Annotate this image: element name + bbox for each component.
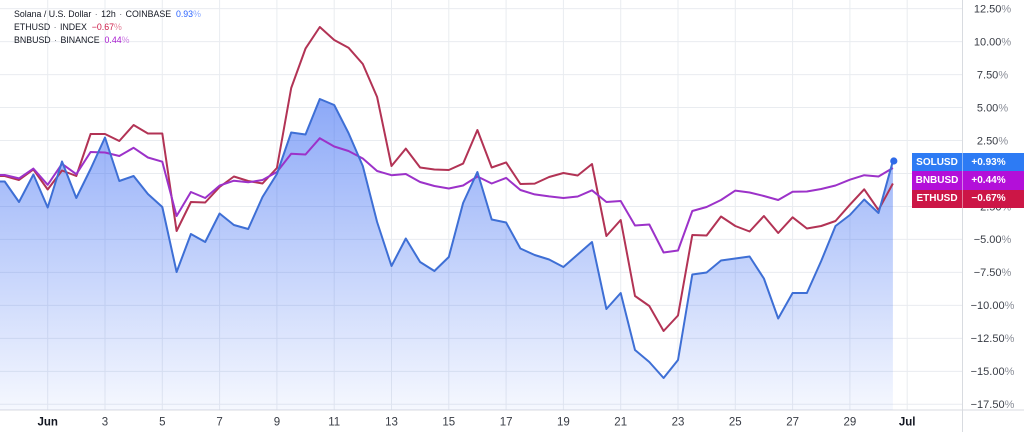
- svg-text:10.00%: 10.00%: [974, 36, 1012, 48]
- svg-text:−7.50%: −7.50%: [974, 267, 1012, 279]
- svg-text:5.00%: 5.00%: [977, 102, 1008, 114]
- svg-text:11: 11: [328, 417, 340, 429]
- svg-text:12.50%: 12.50%: [974, 3, 1012, 15]
- svg-text:25: 25: [729, 417, 742, 429]
- svg-text:3: 3: [102, 417, 108, 429]
- svg-text:−15.00%: −15.00%: [971, 366, 1015, 378]
- svg-text:17: 17: [500, 417, 513, 429]
- svg-text:29: 29: [844, 417, 857, 429]
- svg-text:−5.00%: −5.00%: [974, 234, 1012, 246]
- svg-text:7: 7: [216, 417, 222, 429]
- svg-text:13: 13: [385, 417, 398, 429]
- svg-text:15: 15: [442, 417, 455, 429]
- svg-text:21: 21: [614, 417, 627, 429]
- svg-text:−12.50%: −12.50%: [971, 333, 1015, 345]
- svg-text:5: 5: [159, 417, 165, 429]
- svg-text:7.50%: 7.50%: [977, 69, 1008, 81]
- svg-text:19: 19: [557, 417, 570, 429]
- svg-text:2.50%: 2.50%: [977, 135, 1008, 147]
- svg-text:9: 9: [274, 417, 280, 429]
- svg-text:−10.00%: −10.00%: [971, 300, 1015, 312]
- svg-text:27: 27: [786, 417, 799, 429]
- svg-text:23: 23: [672, 417, 685, 429]
- svg-text:Jul: Jul: [899, 417, 916, 429]
- svg-text:−17.50%: −17.50%: [971, 399, 1015, 411]
- svg-text:Jun: Jun: [37, 417, 57, 429]
